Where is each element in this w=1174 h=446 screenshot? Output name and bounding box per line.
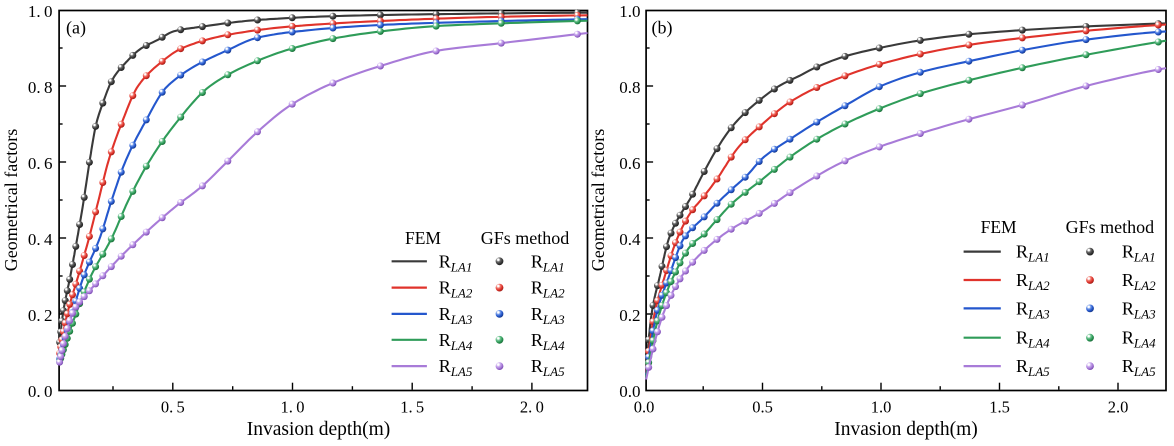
svg-text:GFs method: GFs method bbox=[1066, 217, 1155, 237]
svg-text:1. 5: 1. 5 bbox=[400, 397, 424, 416]
svg-text:0. 4: 0. 4 bbox=[28, 230, 53, 249]
svg-text:0. 2: 0. 2 bbox=[28, 306, 53, 325]
svg-text:Invasion depth(m): Invasion depth(m) bbox=[834, 419, 978, 440]
svg-text:1. 0: 1. 0 bbox=[28, 2, 53, 21]
svg-text:0.8: 0.8 bbox=[619, 78, 640, 97]
svg-text:0.0: 0.0 bbox=[619, 382, 640, 401]
svg-text:0.0: 0.0 bbox=[634, 397, 655, 416]
svg-text:1.0: 1.0 bbox=[619, 2, 640, 21]
svg-text:0. 5: 0. 5 bbox=[161, 397, 185, 416]
svg-text:1.0: 1.0 bbox=[871, 397, 892, 416]
svg-text:FEM: FEM bbox=[405, 228, 441, 248]
svg-text:2.0: 2.0 bbox=[1108, 397, 1129, 416]
svg-text:RLA3: RLA3 bbox=[1122, 298, 1156, 321]
svg-text:GFs method: GFs method bbox=[481, 228, 570, 248]
svg-text:(b): (b) bbox=[652, 18, 673, 39]
svg-text:1.5: 1.5 bbox=[989, 397, 1010, 416]
svg-text:0.6: 0.6 bbox=[619, 154, 640, 173]
svg-text:Invasion depth(m): Invasion depth(m) bbox=[247, 419, 391, 440]
svg-text:1. 0: 1. 0 bbox=[281, 397, 305, 416]
svg-text:(a): (a) bbox=[66, 18, 86, 39]
svg-text:FEM: FEM bbox=[981, 217, 1017, 237]
svg-text:0. 0: 0. 0 bbox=[28, 382, 53, 401]
svg-text:2. 0: 2. 0 bbox=[520, 397, 544, 416]
svg-text:0.2: 0.2 bbox=[619, 306, 640, 325]
svg-text:0.5: 0.5 bbox=[752, 397, 773, 416]
svg-text:Geometrical factors: Geometrical factors bbox=[1, 129, 21, 271]
svg-text:0. 6: 0. 6 bbox=[28, 154, 53, 173]
svg-text:Geometrical factors: Geometrical factors bbox=[588, 129, 608, 271]
svg-text:0.4: 0.4 bbox=[619, 230, 641, 249]
svg-text:0. 8: 0. 8 bbox=[28, 78, 53, 97]
